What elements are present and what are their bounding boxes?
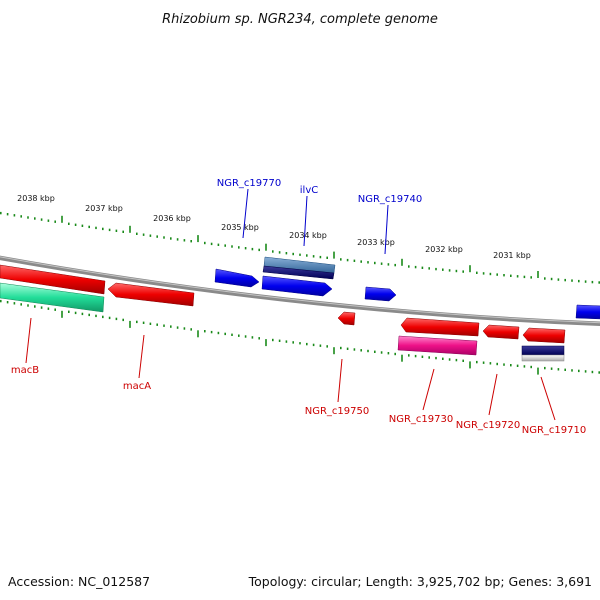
label-leader-ngr-c19740 xyxy=(384,204,389,255)
genome-backbone-highlight xyxy=(0,256,600,324)
accession-text: Accession: NC_012587 xyxy=(8,574,150,589)
gene-arrow-ngr-c19710[interactable] xyxy=(522,327,566,344)
gene-label-macb[interactable]: macB xyxy=(11,365,39,376)
label-leader-ngr-c19720 xyxy=(488,373,498,416)
forward-strand-genes xyxy=(214,256,600,320)
scale-label-2037: 2037 kbp xyxy=(85,204,123,213)
scale-label-2034: 2034 kbp xyxy=(289,231,327,240)
gene-label-ngr-c19740[interactable]: NGR_c19740 xyxy=(358,194,423,205)
gene-arrow-ngr-c19730[interactable] xyxy=(400,317,480,337)
gene-arrow-ilvc[interactable] xyxy=(261,275,333,297)
label-leader-macb xyxy=(25,317,32,364)
inner-scale-track xyxy=(0,299,600,375)
gene-label-ngr-c19770[interactable]: NGR_c19770 xyxy=(217,178,282,189)
label-leader-maca xyxy=(138,334,145,379)
gene-arrow-macb[interactable] xyxy=(0,282,105,313)
scale-label-2033: 2033 kbp xyxy=(357,238,395,247)
scale-label-2035: 2035 kbp xyxy=(221,223,259,232)
summary-text: Topology: circular; Length: 3,925,702 bp… xyxy=(248,574,592,589)
genome-backbone xyxy=(0,255,600,327)
scale-label-2032: 2032 kbp xyxy=(425,245,463,254)
genome-title: Rhizobium sp. NGR234, complete genome xyxy=(162,12,438,27)
label-leader-ngr-c19730 xyxy=(422,368,435,411)
gene-bar-ilvc-lower[interactable] xyxy=(262,265,335,280)
label-leader-ngr-c19750 xyxy=(337,358,343,403)
scale-label-2038: 2038 kbp xyxy=(17,194,55,203)
scale-labels: 2038 kbp 2037 kbp 2036 kbp 2035 kbp 2034… xyxy=(17,194,531,260)
outer-scale-track xyxy=(0,211,600,284)
gene-arrow-ngr-c19770[interactable] xyxy=(214,268,260,288)
reverse-gene-labels: macB macA NGR_c19750 NGR_c19730 NGR_c197… xyxy=(11,317,587,436)
gene-label-ngr-c19730[interactable]: NGR_c19730 xyxy=(389,414,454,425)
gene-bar-ngr-c19710-navy[interactable] xyxy=(521,345,565,356)
forward-gene-labels: NGR_c19770 ilvC NGR_c19740 xyxy=(217,178,423,255)
gene-label-ngr-c19710[interactable]: NGR_c19710 xyxy=(522,425,587,436)
gene-label-ngr-c19720[interactable]: NGR_c19720 xyxy=(456,420,521,431)
scale-label-2031: 2031 kbp xyxy=(493,251,531,260)
label-leader-ilvc xyxy=(303,195,308,247)
reverse-strand-genes xyxy=(0,264,566,362)
gene-arrow-ngr-c19740[interactable] xyxy=(364,286,397,302)
gene-label-ilvc[interactable]: ilvC xyxy=(300,185,318,196)
scale-label-2036: 2036 kbp xyxy=(153,214,191,223)
gene-arrow-edge[interactable] xyxy=(575,304,600,320)
gene-label-ngr-c19750[interactable]: NGR_c19750 xyxy=(305,406,370,417)
gene-arrow-macb-red[interactable] xyxy=(0,264,106,295)
gene-label-maca[interactable]: macA xyxy=(123,381,151,392)
label-leader-ngr-c19710 xyxy=(540,376,556,421)
gene-bar-ngr-c19710-grey[interactable] xyxy=(521,354,565,362)
gene-arrow-ngr-c19750[interactable] xyxy=(337,311,356,326)
label-leader-ngr-c19770 xyxy=(242,188,249,239)
gene-arrow-ngr-c19720[interactable] xyxy=(482,324,520,340)
gene-arrow-maca[interactable] xyxy=(107,282,195,307)
gene-bar-ngr-c19730-pink[interactable] xyxy=(397,335,478,356)
